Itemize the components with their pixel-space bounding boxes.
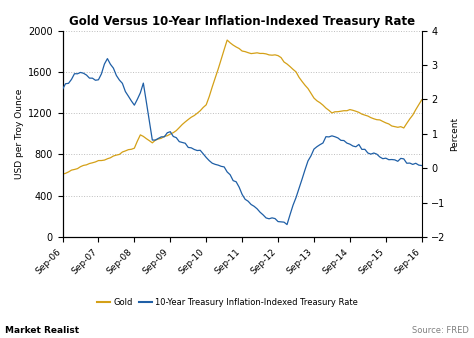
Text: Market Realist: Market Realist xyxy=(5,325,79,335)
Title: Gold Versus 10-Year Inflation-Indexed Treasury Rate: Gold Versus 10-Year Inflation-Indexed Tr… xyxy=(69,15,415,28)
Text: Source: FRED: Source: FRED xyxy=(412,325,469,335)
Y-axis label: USD per Troy Ounce: USD per Troy Ounce xyxy=(15,89,24,179)
Y-axis label: Percent: Percent xyxy=(450,117,459,151)
Legend: Gold, 10-Year Treasury Inflation-Indexed Treasury Rate: Gold, 10-Year Treasury Inflation-Indexed… xyxy=(94,294,361,310)
